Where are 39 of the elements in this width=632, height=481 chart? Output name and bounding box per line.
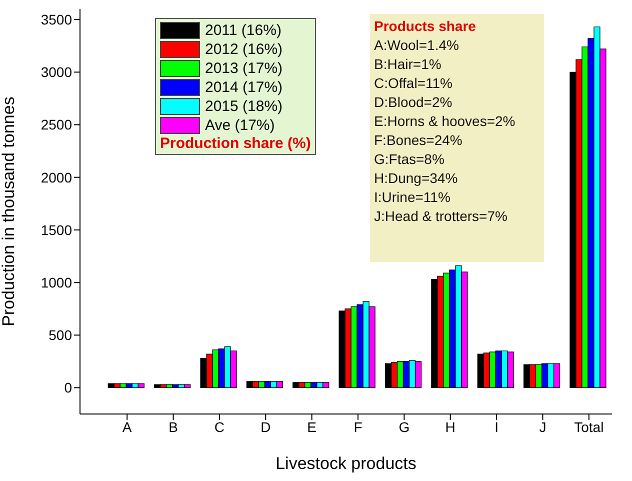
annotation: A:Wool=1.4% [374,36,460,55]
annotation: J:Head & trotters=7% [374,207,508,226]
y-tick-label: 2500 [40,116,72,133]
legend-label: 2012 (16%) [205,41,283,58]
y-tick-label: 1000 [40,274,72,290]
x-tick-label: D [260,418,271,435]
legend-label: Ave (17%) [205,117,275,134]
annotation: F:Bones=24% [374,131,464,150]
y-tick-label: 3500 [40,11,72,28]
y-tick-label: 2000 [40,169,72,186]
annotation: Products share [374,17,477,36]
x-tick-label: A [122,418,132,435]
y-tick-label: 0 [64,380,72,396]
x-tick-label: Total [574,418,604,435]
annotation: C:Offal=11% [374,74,454,93]
legend-label: 2014 (17%) [205,79,283,96]
x-tick-label: H [445,418,456,435]
annotation: D:Blood=2% [374,93,454,112]
x-tick-label: C [214,418,225,435]
y-tick-label: 1500 [40,222,72,238]
x-axis-title: Livestock products [276,454,416,473]
legend-label: 2013 (17%) [205,60,283,77]
annotation: E:Horns & hooves=2% [374,112,516,131]
legend-label: 2011 (16%) [205,22,282,39]
x-tick-label: G [398,418,410,435]
x-tick-label: E [307,418,316,435]
y-tick-label: 3000 [40,64,72,80]
annotation: H:Dung=34% [374,169,459,188]
y-tick-label: 500 [48,327,72,344]
x-tick-label: B [168,418,178,435]
x-tick-label: J [539,418,546,435]
annotation: G:Ftas=8% [374,150,446,169]
legend-label: 2015 (18%) [205,98,283,115]
annotation: I:Urine=11% [374,188,452,207]
x-tick-label: F [354,418,362,435]
annotation: B:Hair=1% [374,55,442,74]
y-axis-title: Production in thousand tonnes [0,96,18,326]
legend-title: Production share (%) [160,135,311,152]
x-tick-label: I [494,418,498,435]
